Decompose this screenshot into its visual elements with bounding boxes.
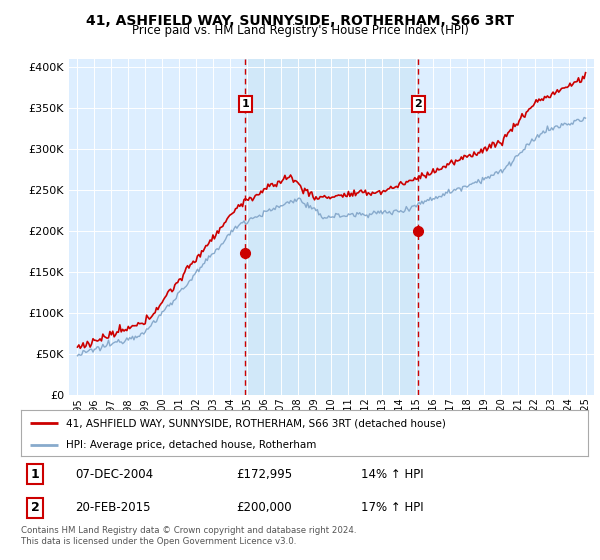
HPI: Average price, detached house, Rotherham: (2.01e+03, 2.23e+05): Average price, detached house, Rotherham…: [380, 208, 388, 215]
Text: 17% ↑ HPI: 17% ↑ HPI: [361, 501, 424, 514]
41, ASHFIELD WAY, SUNNYSIDE, ROTHERHAM, S66 3RT (detached house): [582, 69, 589, 76]
HPI: Average price, detached house, Rotherham: (2.02e+03, 3.38e+05): Average price, detached house, Rotherham…: [581, 114, 588, 121]
Line: HPI: Average price, detached house, Rotherham: HPI: Average price, detached house, Roth…: [77, 118, 586, 356]
Text: HPI: Average price, detached house, Rotherham: HPI: Average price, detached house, Roth…: [67, 440, 317, 450]
Text: 41, ASHFIELD WAY, SUNNYSIDE, ROTHERHAM, S66 3RT: 41, ASHFIELD WAY, SUNNYSIDE, ROTHERHAM, …: [86, 14, 514, 28]
Text: 14% ↑ HPI: 14% ↑ HPI: [361, 468, 424, 480]
Text: £200,000: £200,000: [236, 501, 292, 514]
Text: Contains HM Land Registry data © Crown copyright and database right 2024.
This d: Contains HM Land Registry data © Crown c…: [21, 526, 356, 546]
41, ASHFIELD WAY, SUNNYSIDE, ROTHERHAM, S66 3RT (detached house): [393, 183, 400, 190]
HPI: Average price, detached house, Rotherham: (2.01e+03, 2.19e+05): Average price, detached house, Rotherham…: [363, 212, 370, 218]
Text: 2: 2: [415, 99, 422, 109]
41, ASHFIELD WAY, SUNNYSIDE, ROTHERHAM, S66 3RT (detached house): [521, 114, 529, 120]
Text: Price paid vs. HM Land Registry's House Price Index (HPI): Price paid vs. HM Land Registry's House …: [131, 24, 469, 37]
41, ASHFIELD WAY, SUNNYSIDE, ROTHERHAM, S66 3RT (detached house): [89, 335, 97, 342]
Text: 41, ASHFIELD WAY, SUNNYSIDE, ROTHERHAM, S66 3RT (detached house): 41, ASHFIELD WAY, SUNNYSIDE, ROTHERHAM, …: [67, 418, 446, 428]
41, ASHFIELD WAY, SUNNYSIDE, ROTHERHAM, S66 3RT (detached house): [382, 188, 389, 195]
HPI: Average price, detached house, Rotherham: (2e+03, 5.56e+04): Average price, detached house, Rotherham…: [88, 346, 95, 353]
41, ASHFIELD WAY, SUNNYSIDE, ROTHERHAM, S66 3RT (detached house): [74, 344, 81, 351]
Text: 1: 1: [31, 468, 40, 480]
HPI: Average price, detached house, Rotherham: (2.02e+03, 2.99e+05): Average price, detached house, Rotherham…: [520, 146, 527, 153]
Line: 41, ASHFIELD WAY, SUNNYSIDE, ROTHERHAM, S66 3RT (detached house): 41, ASHFIELD WAY, SUNNYSIDE, ROTHERHAM, …: [77, 73, 586, 348]
41, ASHFIELD WAY, SUNNYSIDE, ROTHERHAM, S66 3RT (detached house): [170, 287, 177, 293]
HPI: Average price, detached house, Rotherham: (2.01e+03, 2.25e+05): Average price, detached house, Rotherham…: [391, 207, 398, 213]
41, ASHFIELD WAY, SUNNYSIDE, ROTHERHAM, S66 3RT (detached house): [365, 189, 372, 196]
Text: £172,995: £172,995: [236, 468, 293, 480]
Text: 20-FEB-2015: 20-FEB-2015: [75, 501, 151, 514]
Text: 2: 2: [31, 501, 40, 514]
Text: 1: 1: [242, 99, 250, 109]
HPI: Average price, detached house, Rotherham: (2e+03, 4.76e+04): Average price, detached house, Rotherham…: [74, 352, 81, 359]
HPI: Average price, detached house, Rotherham: (2e+03, 1.1e+05): Average price, detached house, Rotherham…: [169, 301, 176, 308]
Text: 07-DEC-2004: 07-DEC-2004: [75, 468, 153, 480]
41, ASHFIELD WAY, SUNNYSIDE, ROTHERHAM, S66 3RT (detached house): [77, 345, 84, 352]
Bar: [245, 59, 418, 395]
HPI: Average price, detached house, Rotherham: (2.02e+03, 3.38e+05): Average price, detached house, Rotherham…: [582, 115, 589, 122]
